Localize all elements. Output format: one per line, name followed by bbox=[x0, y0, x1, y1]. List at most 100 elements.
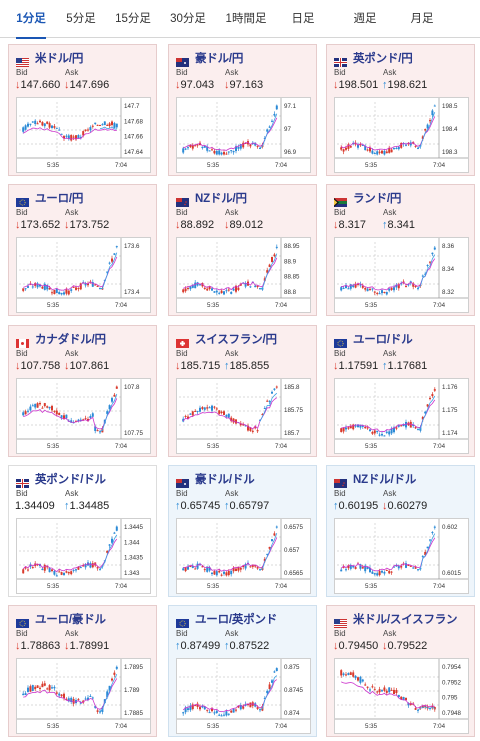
arrow-down-icon: ↓ bbox=[15, 219, 21, 231]
ask-label: Ask bbox=[65, 349, 79, 358]
candle-body bbox=[75, 700, 77, 704]
candle-body bbox=[194, 568, 197, 570]
tab-6[interactable]: 週足 bbox=[353, 13, 377, 25]
candle-body bbox=[381, 150, 383, 154]
mini-candlestick-chart[interactable]: 0.875 0.8745 0.874 5:35 7:04 bbox=[176, 658, 311, 734]
candle-body bbox=[51, 125, 53, 129]
candle-body bbox=[383, 291, 386, 293]
candle-body bbox=[215, 408, 218, 410]
mini-candlestick-chart[interactable]: 147.7 147.68 147.66 147.64 5:35 7:04 bbox=[16, 97, 151, 173]
currency-pair-name[interactable]: ユーロ/円 bbox=[35, 193, 84, 205]
rate-card[interactable]: ユーロ/円 Bid Ask ↓173.652 ↓173.752 173.6 173.4 5:3… bbox=[8, 184, 157, 316]
ask-value: ↑0.65797 bbox=[224, 500, 269, 512]
candle-body bbox=[431, 394, 434, 397]
flag-us-ch-icon bbox=[334, 615, 347, 628]
candle-body bbox=[366, 288, 369, 292]
mini-candlestick-chart[interactable]: 1.3445 1.344 1.3435 1.343 5:35 7:04 bbox=[16, 518, 151, 594]
tab-0[interactable]: 1分足 bbox=[8, 0, 54, 39]
candle-body bbox=[65, 135, 68, 137]
ask-price: 0.79522 bbox=[387, 640, 428, 652]
rate-card[interactable]: ユーロ/英ポンド Bid Ask ↑0.87499 ↑0.87522 0.875 0.874… bbox=[168, 605, 317, 737]
tab-7[interactable]: 月足 bbox=[410, 13, 434, 25]
candle-body bbox=[431, 705, 434, 709]
candle-body bbox=[29, 564, 32, 567]
bid-label: Bid bbox=[176, 68, 188, 77]
mini-candlestick-chart[interactable]: 0.7954 0.7952 0.795 0.7948 5:35 7:04 bbox=[334, 658, 469, 734]
currency-pair-name[interactable]: 豪ドル/円 bbox=[195, 53, 244, 65]
tab-1[interactable]: 5分足 bbox=[66, 13, 96, 25]
candle-body bbox=[94, 426, 97, 431]
currency-pair-name[interactable]: 米ドル/スイスフラン bbox=[353, 614, 458, 626]
candle-body bbox=[393, 566, 395, 568]
rate-card[interactable]: ランド/円 Bid Ask ↓8.317 ↑8.341 8.36 8.34 8.32 5:35 7… bbox=[326, 184, 475, 316]
currency-pair-name[interactable]: NZドル/ドル bbox=[353, 474, 417, 486]
currency-pair-name[interactable]: ランド/円 bbox=[353, 193, 402, 205]
candle-body bbox=[359, 284, 362, 286]
candle-body bbox=[357, 677, 359, 681]
candle-body bbox=[235, 568, 237, 572]
mini-candlestick-chart[interactable]: 0.602 0.6015 5:35 7:04 bbox=[334, 518, 469, 594]
arrow-down-icon: ↓ bbox=[333, 640, 339, 652]
candle-body bbox=[225, 572, 228, 576]
candle-body bbox=[96, 285, 99, 287]
chart-svg: 88.95 88.9 88.85 88.8 5:35 7:04 bbox=[177, 238, 310, 309]
mini-candlestick-chart[interactable]: 198.5 198.4 198.3 5:35 7:04 bbox=[334, 97, 469, 173]
currency-pair-name[interactable]: 英ポンド/ドル bbox=[35, 474, 106, 486]
candle-body bbox=[390, 428, 393, 434]
currency-pair-name[interactable]: カナダドル/円 bbox=[35, 334, 106, 346]
currency-pair-name[interactable]: 英ポンド/円 bbox=[353, 53, 413, 65]
rate-card[interactable]: カナダドル/円 Bid Ask ↓107.758 ↓107.861 107.8 107.75… bbox=[8, 325, 157, 457]
mini-candlestick-chart[interactable]: 88.95 88.9 88.85 88.8 5:35 7:04 bbox=[176, 237, 311, 313]
candle-body bbox=[220, 152, 223, 155]
candle-body bbox=[196, 703, 199, 707]
candle-body bbox=[237, 566, 240, 571]
rate-card[interactable]: 米ドル/円 Bid Ask ↓147.660 ↓147.696 147.7 147.68 14… bbox=[8, 44, 157, 176]
currency-pair-name[interactable]: 豪ドル/ドル bbox=[195, 474, 255, 486]
currency-pair-name[interactable]: ユーロ/英ポンド bbox=[195, 614, 278, 626]
rate-card[interactable]: ユーロ/豪ドル Bid Ask ↓1.78863 ↓1.78991 1.7895 1.789… bbox=[8, 605, 157, 737]
ask-value: ↑1.34485 bbox=[64, 500, 109, 512]
mini-candlestick-chart[interactable]: 107.8 107.75 5:35 7:04 bbox=[16, 378, 151, 454]
currency-pair-name[interactable]: ユーロ/ドル bbox=[353, 334, 413, 346]
rate-card[interactable]: NZドル/円 Bid Ask ↓88.892 ↓89.012 88.95 88.9 88.85… bbox=[168, 184, 317, 316]
currency-pair-name[interactable]: NZドル/円 bbox=[195, 193, 247, 205]
tab-4[interactable]: 1時間足 bbox=[225, 13, 267, 25]
currency-pair-name[interactable]: ユーロ/豪ドル bbox=[35, 614, 106, 626]
rate-card[interactable]: 豪ドル/ドル Bid Ask ↑0.65745 ↑0.65797 0.6575 0.657 0… bbox=[168, 465, 317, 597]
rate-card[interactable]: NZドル/ドル Bid Ask ↑0.60195 ↓0.60279 0.602 0.6015… bbox=[326, 465, 475, 597]
candle-body bbox=[388, 431, 391, 435]
rate-card[interactable]: スイスフラン/円 Bid Ask ↓185.715 ↑185.855 185.8 185.7… bbox=[168, 325, 317, 457]
x-tick-label: 5:35 bbox=[365, 583, 378, 590]
ma-line-slow bbox=[22, 538, 118, 573]
candle-body bbox=[378, 434, 381, 436]
ma-line-slow bbox=[182, 679, 278, 713]
mini-candlestick-chart[interactable]: 8.36 8.34 8.32 5:35 7:04 bbox=[334, 237, 469, 313]
rate-card[interactable]: 豪ドル/円 Bid Ask ↓97.043 ↓97.163 97.1 97 96.9 5:35 7… bbox=[168, 44, 317, 176]
ma-line-fast bbox=[259, 113, 278, 149]
candle-body bbox=[36, 564, 39, 566]
mini-candlestick-chart[interactable]: 1.176 1.175 1.174 5:35 7:04 bbox=[334, 378, 469, 454]
candle-body bbox=[91, 563, 94, 568]
tab-5[interactable]: 日足 bbox=[291, 13, 315, 25]
currency-pair-name[interactable]: 米ドル/円 bbox=[35, 53, 84, 65]
rate-card[interactable]: 米ドル/スイスフラン Bid Ask ↓0.79450 ↓0.79522 0.7954 0.… bbox=[326, 605, 475, 737]
rate-card[interactable]: ユーロ/ドル Bid Ask ↓1.17591 ↑1.17681 1.176 1.175 1.… bbox=[326, 325, 475, 457]
currency-pair-name[interactable]: スイスフラン/円 bbox=[195, 334, 277, 346]
rate-card[interactable]: 英ポンド/ドル Bid Ask 1.34409 ↑1.34485 1.3445 1.344 1… bbox=[8, 465, 157, 597]
candle-body bbox=[113, 123, 116, 128]
tab-3[interactable]: 30分足 bbox=[170, 13, 206, 25]
candle-body bbox=[70, 420, 73, 423]
y-tick-label: 0.602 bbox=[442, 524, 458, 531]
mini-candlestick-chart[interactable]: 1.7895 1.789 1.7885 5:35 7:04 bbox=[16, 658, 151, 734]
candle-body bbox=[237, 146, 240, 149]
mini-candlestick-chart[interactable]: 0.6575 0.657 0.6565 5:35 7:04 bbox=[176, 518, 311, 594]
mini-candlestick-chart[interactable]: 185.8 185.75 185.7 5:35 7:04 bbox=[176, 378, 311, 454]
mini-candlestick-chart[interactable]: 97.1 97 96.9 5:35 7:04 bbox=[176, 97, 311, 173]
candle-body bbox=[426, 546, 429, 549]
ask-value: ↓97.163 bbox=[224, 79, 263, 91]
tab-2[interactable]: 15分足 bbox=[115, 13, 151, 25]
rate-card[interactable]: 英ポンド/円 Bid Ask ↓198.501 ↑198.621 198.5 198.4 19… bbox=[326, 44, 475, 176]
mini-candlestick-chart[interactable]: 173.6 173.4 5:35 7:04 bbox=[16, 237, 151, 313]
bid-value: ↓173.652 bbox=[15, 219, 60, 231]
ma-line-fast bbox=[259, 675, 278, 711]
